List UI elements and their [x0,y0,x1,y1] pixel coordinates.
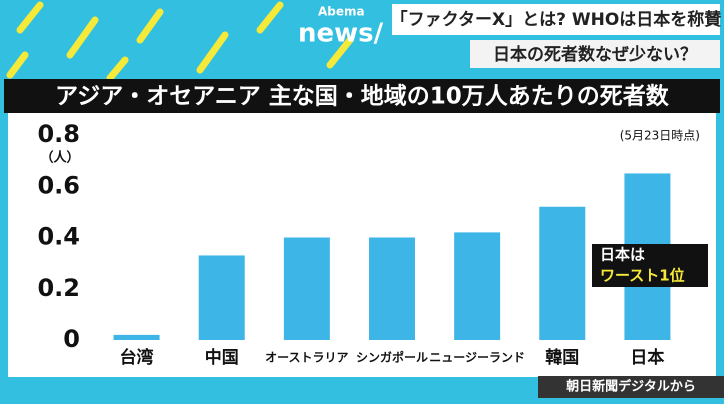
bar [283,237,330,340]
x-tick-label: オーストラリア [265,351,348,365]
bar [369,237,415,340]
x-tick-label: 台湾 [120,347,154,368]
logo-top: Abema [318,5,365,19]
y-tick-label: 0.8 [37,120,80,148]
x-tick-label: 韓国 [545,347,579,368]
source-box [538,376,724,398]
note: (5月23日時点) [620,129,700,143]
subheadline-box [470,40,720,68]
logo-bottom: news/ [298,19,384,49]
annotation: 日本は [600,246,645,264]
x-tick-label: 日本 [630,347,664,368]
bar [198,255,245,340]
source: 朝日新聞デジタルから [566,379,696,395]
y-tick-label: 0.2 [37,274,80,302]
bar [454,232,501,340]
chart-title: アジア・オセアニア 主な国・地域の10万人あたりの死者数 [55,83,670,110]
headline: 「ファクターX」とは? WHOは日本を称賛 [391,9,722,30]
headline-box [392,4,720,35]
y-tick-label: 0.6 [37,171,80,199]
annotation: ワースト1位 [600,267,685,285]
y-tick-label: 0.4 [37,223,80,251]
x-tick-label: シンガポール [356,350,428,365]
bar [539,206,586,340]
x-tick-label: 中国 [205,347,239,368]
bar [113,334,160,340]
y-axis-label: （人） [40,150,79,166]
annotation-box [592,244,708,287]
title-bar [4,79,720,113]
decor-streaks [6,1,354,82]
x-tick-label: ニュージーランド [429,351,525,365]
subheadline: 日本の死者数なぜ少ない？ [493,44,697,65]
y-tick-label: 0 [63,325,80,353]
